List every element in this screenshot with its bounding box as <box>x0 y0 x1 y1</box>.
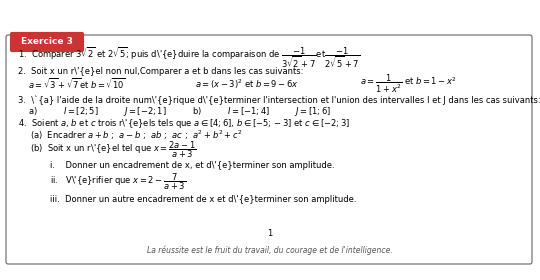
FancyBboxPatch shape <box>6 35 532 264</box>
Text: 1.  Comparer $3\sqrt{2}$ et $2\sqrt{5}$; puis d\'{e}duire la comparaison de $\df: 1. Comparer $3\sqrt{2}$ et $2\sqrt{5}$; … <box>18 46 360 70</box>
Text: $a = \sqrt{3}+\sqrt{7}$et $b = \sqrt{10}$: $a = \sqrt{3}+\sqrt{7}$et $b = \sqrt{10}… <box>28 77 126 91</box>
Text: $a = (x-3)^2$ et $b = 9-6x$: $a = (x-3)^2$ et $b = 9-6x$ <box>195 77 299 91</box>
FancyBboxPatch shape <box>10 32 84 52</box>
Text: 3.  \`{a} l'aide de la droite num\'{e}rique d\'{e}terminer l'intersection et l'u: 3. \`{a} l'aide de la droite num\'{e}riq… <box>18 95 540 105</box>
Text: $a = \dfrac{1}{1+x^2}$ et $b = 1-x^2$: $a = \dfrac{1}{1+x^2}$ et $b = 1-x^2$ <box>360 73 457 95</box>
Text: a)          $I=[2;5]$          $J=[-2;1]$          b)          $I=[-1;4]$       : a) $I=[2;5]$ $J=[-2;1]$ b) $I=[-1;4]$ <box>28 104 331 118</box>
Text: Exercice 3: Exercice 3 <box>21 38 73 46</box>
Text: ii.   V\'{e}rifier que $x = 2 - \dfrac{7}{a+3}$: ii. V\'{e}rifier que $x = 2 - \dfrac{7}{… <box>50 172 186 192</box>
Text: 1: 1 <box>267 228 273 237</box>
Text: 2.  Soit x un r\'{e}el non nul,Comparer a et b dans les cas suivants:: 2. Soit x un r\'{e}el non nul,Comparer a… <box>18 67 303 76</box>
Text: i.    Donner un encadrement de x, et d\'{e}terminer son amplitude.: i. Donner un encadrement de x, et d\'{e}… <box>50 162 335 171</box>
Text: iii.  Donner un autre encadrement de x et d\'{e}terminer son amplitude.: iii. Donner un autre encadrement de x et… <box>50 195 356 204</box>
Text: (a)  Encadrer $a+b$ ;  $a-b$ ;  $ab$ ;  $ac$ ;  $a^2+b^2+c^2$: (a) Encadrer $a+b$ ; $a-b$ ; $ab$ ; $ac$… <box>30 128 242 142</box>
Text: (b)  Soit x un r\'{e}el tel que $x = \dfrac{2a-1}{a+3}$: (b) Soit x un r\'{e}el tel que $x = \dfr… <box>30 140 197 160</box>
Text: La réussite est le fruit du travail, du courage et de l'intelligence.: La réussite est le fruit du travail, du … <box>147 245 393 255</box>
Text: 4.  Soient $a$, $b$ et $c$ trois r\'{e}els tels que $a \in [4;6]$, $b \in [-5;-3: 4. Soient $a$, $b$ et $c$ trois r\'{e}el… <box>18 116 350 129</box>
